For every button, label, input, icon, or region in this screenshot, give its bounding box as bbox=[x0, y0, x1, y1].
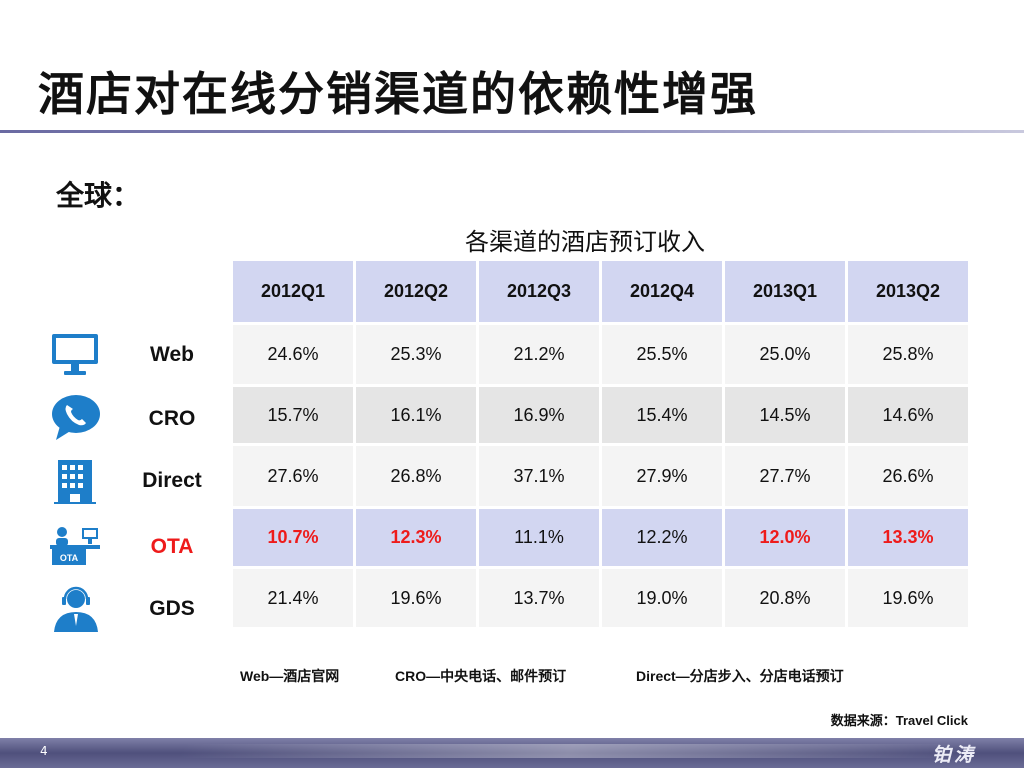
table-cell: 27.9% bbox=[602, 446, 722, 506]
channel-label: Web bbox=[150, 343, 194, 366]
brand-logo: 铂涛 bbox=[931, 744, 976, 766]
column-header: 2012Q2 bbox=[356, 261, 476, 322]
table-row: 27.6% 26.8% 37.1% 27.9% 27.7% 26.6% bbox=[233, 446, 968, 506]
phone-bubble-icon bbox=[48, 392, 104, 442]
table-cell: 12.2% bbox=[602, 509, 722, 566]
table-cell: 27.7% bbox=[725, 446, 845, 506]
column-header: 2012Q1 bbox=[233, 261, 353, 322]
channel-tab-cro: CRO bbox=[110, 390, 228, 448]
table-cell: 24.6% bbox=[233, 325, 353, 384]
table-row: 15.7% 16.1% 16.9% 15.4% 14.5% 14.6% bbox=[233, 387, 968, 443]
channel-revenue-table: 2012Q1 2012Q2 2012Q3 2012Q4 2013Q1 2013Q… bbox=[230, 258, 971, 630]
table-caption: 各渠道的酒店预订收入 bbox=[465, 228, 705, 256]
table-cell-highlight: 13.3% bbox=[848, 509, 968, 566]
table-cell: 19.0% bbox=[602, 569, 722, 627]
channel-tab-gds: GDS bbox=[110, 580, 228, 638]
table-cell: 26.6% bbox=[848, 446, 968, 506]
table-header-row: 2012Q1 2012Q2 2012Q3 2012Q4 2013Q1 2013Q… bbox=[233, 261, 968, 322]
channel-tab-direct: Direct bbox=[110, 452, 228, 510]
table-cell: 14.6% bbox=[848, 387, 968, 443]
column-header: 2013Q2 bbox=[848, 261, 968, 322]
table-cell-highlight: 12.3% bbox=[356, 509, 476, 566]
ota-icon-text: OTA bbox=[60, 553, 79, 563]
table-cell: 15.7% bbox=[233, 387, 353, 443]
column-header: 2013Q1 bbox=[725, 261, 845, 322]
table-cell: 20.8% bbox=[725, 569, 845, 627]
table-cell: 25.3% bbox=[356, 325, 476, 384]
table-row: 21.4% 19.6% 13.7% 19.0% 20.8% 19.6% bbox=[233, 569, 968, 627]
channel-label: OTA bbox=[150, 535, 194, 558]
table-cell: 25.5% bbox=[602, 325, 722, 384]
table-cell: 25.8% bbox=[848, 325, 968, 384]
section-heading: 全球： bbox=[56, 179, 141, 212]
table-cell: 16.1% bbox=[356, 387, 476, 443]
channel-label: GDS bbox=[149, 597, 195, 620]
footer-bar bbox=[0, 738, 1024, 768]
table-row-ota: 10.7% 12.3% 11.1% 12.2% 12.0% 13.3% bbox=[233, 509, 968, 566]
page-number: 4 bbox=[40, 744, 48, 758]
legend-web: Web—酒店官网 bbox=[240, 668, 340, 684]
headset-agent-icon bbox=[48, 584, 104, 634]
table-cell: 21.4% bbox=[233, 569, 353, 627]
table-cell: 25.0% bbox=[725, 325, 845, 384]
table-cell: 13.7% bbox=[479, 569, 599, 627]
table-cell: 26.8% bbox=[356, 446, 476, 506]
table-cell: 21.2% bbox=[479, 325, 599, 384]
legend-cro: CRO—中央电话、邮件预订 bbox=[395, 668, 567, 684]
monitor-icon bbox=[48, 330, 104, 380]
table-cell: 19.6% bbox=[848, 569, 968, 627]
ota-desk-icon: OTA bbox=[48, 522, 104, 572]
hotel-building-icon bbox=[48, 456, 104, 506]
channel-label: CRO bbox=[148, 407, 196, 430]
column-header: 2012Q4 bbox=[602, 261, 722, 322]
page-title: 酒店对在线分销渠道的依赖性增强 bbox=[38, 67, 758, 121]
table-cell: 11.1% bbox=[479, 509, 599, 566]
table-cell: 27.6% bbox=[233, 446, 353, 506]
table-cell: 19.6% bbox=[356, 569, 476, 627]
channel-tab-web: Web bbox=[110, 326, 228, 384]
table-cell-highlight: 12.0% bbox=[725, 509, 845, 566]
channel-tab-ota: OTA bbox=[110, 518, 228, 576]
table-cell: 16.9% bbox=[479, 387, 599, 443]
data-source-note: 数据来源：Travel Click bbox=[830, 713, 968, 728]
table-cell: 37.1% bbox=[479, 446, 599, 506]
legend-direct: Direct—分店步入、分店电话预订 bbox=[636, 668, 844, 684]
table-cell: 15.4% bbox=[602, 387, 722, 443]
title-divider bbox=[0, 130, 1024, 133]
column-header: 2012Q3 bbox=[479, 261, 599, 322]
table-cell-highlight: 10.7% bbox=[233, 509, 353, 566]
table-cell: 14.5% bbox=[725, 387, 845, 443]
table-row: 24.6% 25.3% 21.2% 25.5% 25.0% 25.8% bbox=[233, 325, 968, 384]
channel-label: Direct bbox=[142, 469, 202, 492]
